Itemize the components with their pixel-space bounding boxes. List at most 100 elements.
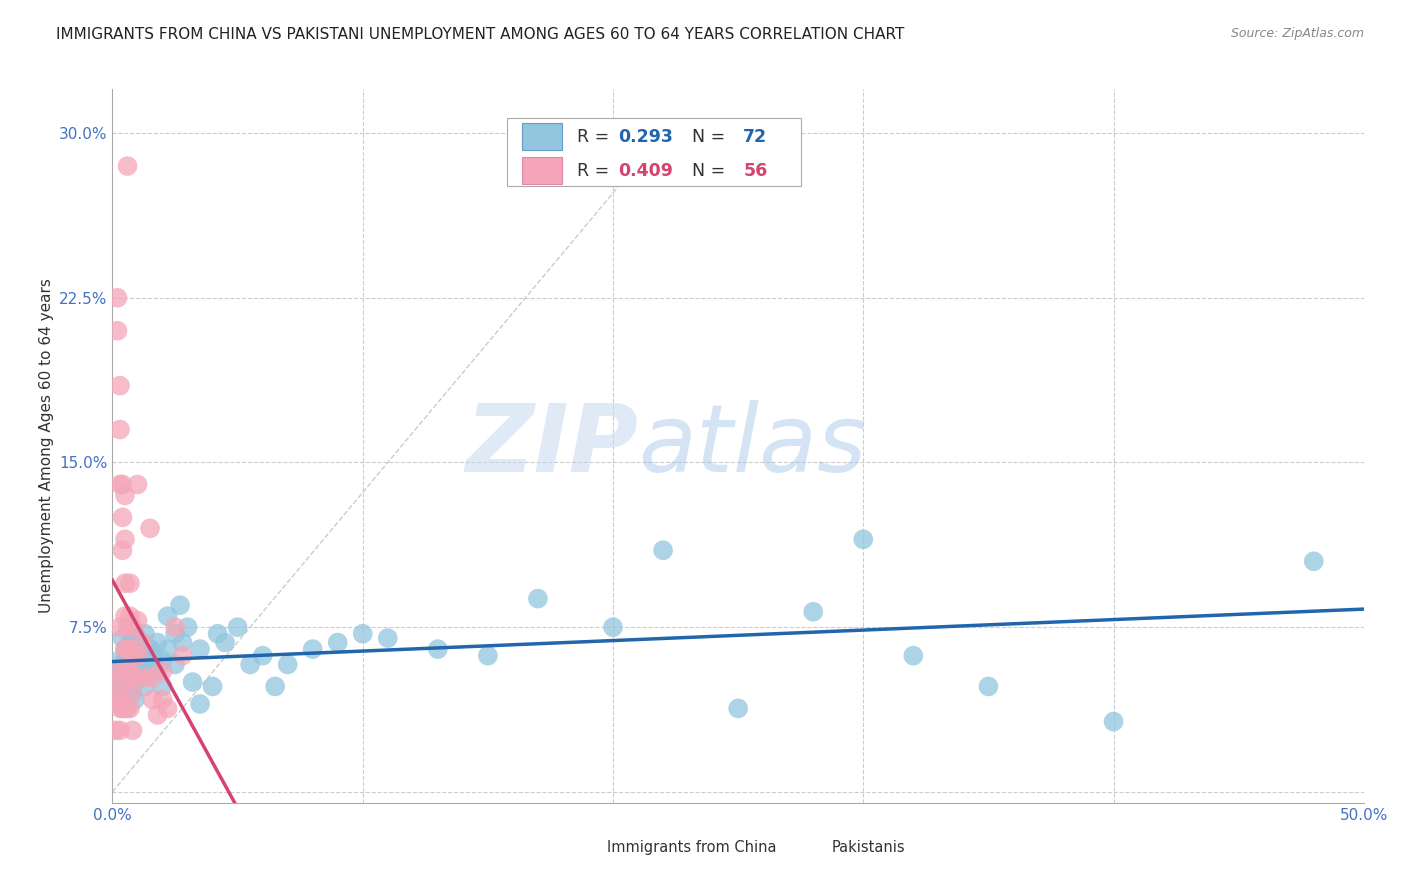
Text: ZIP: ZIP [465, 400, 638, 492]
Point [121, 648, 143, 663]
Point [727, 701, 749, 715]
Point [127, 614, 149, 628]
Text: 0.293: 0.293 [619, 128, 673, 145]
Point [134, 680, 156, 694]
Point [131, 635, 153, 649]
Point [108, 701, 131, 715]
Text: N =: N = [681, 161, 730, 179]
Point [114, 533, 136, 547]
Point [104, 723, 127, 738]
Point [124, 671, 146, 685]
Point [118, 576, 141, 591]
Point [111, 477, 134, 491]
Point [239, 657, 262, 672]
Point [903, 648, 925, 663]
Point [108, 692, 131, 706]
Point [172, 648, 194, 663]
Point [107, 680, 129, 694]
Point [602, 620, 624, 634]
Point [801, 605, 824, 619]
Point [111, 701, 134, 715]
Point [152, 692, 174, 706]
FancyBboxPatch shape [522, 157, 562, 184]
Point [127, 657, 149, 672]
Point [852, 533, 875, 547]
Point [117, 664, 139, 678]
Point [477, 648, 499, 663]
Point [163, 620, 186, 634]
Point [107, 291, 129, 305]
Point [124, 648, 146, 663]
Point [114, 642, 136, 657]
Point [127, 477, 149, 491]
Text: IMMIGRANTS FROM CHINA VS PAKISTANI UNEMPLOYMENT AMONG AGES 60 TO 64 YEARS CORREL: IMMIGRANTS FROM CHINA VS PAKISTANI UNEMP… [56, 27, 904, 42]
Point [146, 708, 169, 723]
Point [1102, 714, 1125, 729]
Point [121, 671, 143, 685]
Point [118, 635, 141, 649]
Point [139, 642, 162, 657]
Point [129, 653, 152, 667]
Point [107, 697, 129, 711]
Point [141, 692, 163, 706]
Point [114, 576, 136, 591]
Point [118, 664, 141, 678]
Point [141, 671, 163, 685]
Point [134, 626, 156, 640]
Point [264, 680, 287, 694]
Point [226, 620, 249, 634]
Point [252, 648, 274, 663]
Point [124, 692, 146, 706]
Point [201, 680, 224, 694]
Point [129, 657, 152, 672]
Point [352, 626, 374, 640]
Text: 56: 56 [744, 161, 768, 179]
Point [118, 642, 141, 657]
Point [104, 675, 127, 690]
Point [188, 642, 211, 657]
Point [652, 543, 675, 558]
Point [108, 423, 131, 437]
Point [114, 675, 136, 690]
Point [121, 620, 143, 634]
Point [118, 701, 141, 715]
Point [163, 657, 186, 672]
Point [108, 671, 131, 685]
Text: 0.409: 0.409 [619, 161, 673, 179]
Point [117, 642, 139, 657]
Point [118, 671, 141, 685]
Point [118, 609, 141, 624]
Point [277, 657, 299, 672]
Point [117, 653, 139, 667]
Point [104, 664, 127, 678]
Point [214, 635, 236, 649]
Point [117, 159, 139, 173]
Point [114, 701, 136, 715]
Point [107, 692, 129, 706]
FancyBboxPatch shape [789, 840, 824, 858]
Point [139, 521, 162, 535]
Point [977, 680, 1000, 694]
Point [188, 697, 211, 711]
Point [152, 680, 174, 694]
Point [527, 591, 550, 606]
Point [172, 635, 194, 649]
Point [1302, 554, 1324, 568]
FancyBboxPatch shape [506, 118, 801, 186]
Point [114, 609, 136, 624]
Point [141, 648, 163, 663]
Point [127, 648, 149, 663]
Point [134, 671, 156, 685]
Point [104, 664, 127, 678]
Point [152, 653, 174, 667]
Point [111, 510, 134, 524]
Point [121, 642, 143, 657]
Point [139, 642, 162, 657]
Point [108, 653, 131, 667]
Point [377, 631, 399, 645]
Point [114, 664, 136, 678]
Point [301, 642, 323, 657]
Point [108, 378, 131, 392]
FancyBboxPatch shape [522, 123, 562, 150]
Point [131, 635, 153, 649]
